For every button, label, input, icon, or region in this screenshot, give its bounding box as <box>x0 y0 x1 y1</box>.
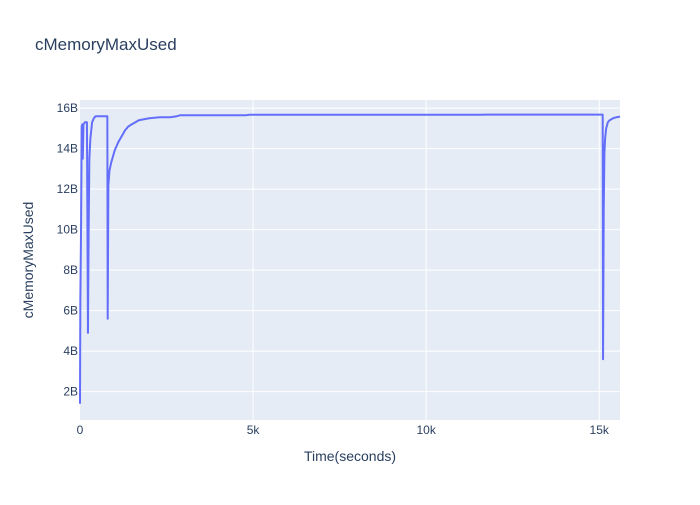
y-tick-label: 14B <box>57 142 78 156</box>
series-layer <box>79 113 621 404</box>
tick-labels: 0 5k 10k 15k 2B 4B 6B 8B 10B 12B 14B 16B <box>57 101 610 437</box>
y-axis-title: cMemoryMaxUsed <box>20 202 36 319</box>
y-tick-label: 6B <box>63 304 78 318</box>
x-tick-label: 15k <box>590 423 610 437</box>
y-tick-label: 16B <box>57 101 78 115</box>
x-tick-label: 5k <box>247 423 261 437</box>
y-tick-label: 12B <box>57 182 78 196</box>
y-tick-label: 8B <box>63 263 78 277</box>
grid-lines <box>80 100 620 420</box>
chart-title: cMemoryMaxUsed <box>35 35 177 54</box>
x-axis-title: Time(seconds) <box>304 448 396 464</box>
plot-area <box>80 100 620 420</box>
series-line-0[interactable] <box>79 113 621 404</box>
y-tick-label: 2B <box>63 385 78 399</box>
x-tick-label: 0 <box>77 423 84 437</box>
y-tick-label: 10B <box>57 223 78 237</box>
x-tick-label: 10k <box>416 423 436 437</box>
y-tick-label: 4B <box>63 344 78 358</box>
